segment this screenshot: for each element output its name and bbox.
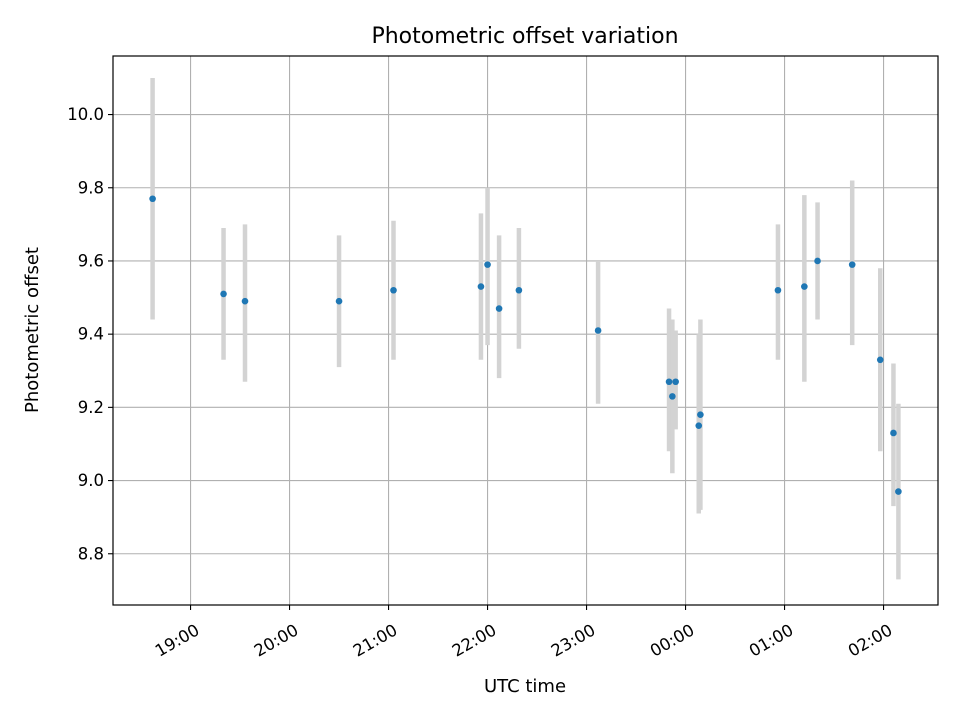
y-tick-label: 8.8 xyxy=(78,544,104,563)
y-tick-label: 9.6 xyxy=(78,251,104,270)
data-point xyxy=(814,257,821,265)
data-point xyxy=(495,305,503,312)
data-point xyxy=(149,195,156,203)
data-point xyxy=(335,297,343,305)
data-point xyxy=(390,286,397,294)
x-axis-label: UTC time xyxy=(484,676,566,697)
y-tick-label: 9.4 xyxy=(78,325,104,344)
data-point xyxy=(241,297,249,305)
data-point xyxy=(484,261,491,268)
y-axis-label: Photometric offset xyxy=(22,247,43,413)
data-point xyxy=(515,286,523,294)
data-point xyxy=(848,261,856,268)
data-point xyxy=(801,283,808,290)
data-point xyxy=(665,378,673,386)
grid xyxy=(113,56,938,605)
data-point xyxy=(672,378,679,386)
data-point xyxy=(669,393,676,400)
data-points xyxy=(149,195,902,495)
data-point xyxy=(876,356,884,364)
data-point xyxy=(890,429,897,437)
data-point xyxy=(695,422,703,429)
plot-frame xyxy=(112,55,939,606)
y-tick-label: 10.0 xyxy=(67,105,104,124)
data-point xyxy=(895,488,902,495)
data-point xyxy=(594,327,602,334)
data-point xyxy=(697,411,704,418)
data-point xyxy=(774,286,782,294)
y-tick-label: 9.2 xyxy=(78,398,104,417)
data-point xyxy=(220,290,227,298)
data-point xyxy=(477,283,485,290)
chart-title: Photometric offset variation xyxy=(371,24,678,49)
y-tick-label: 9.0 xyxy=(78,471,104,490)
y-tick-label: 9.8 xyxy=(78,178,104,197)
